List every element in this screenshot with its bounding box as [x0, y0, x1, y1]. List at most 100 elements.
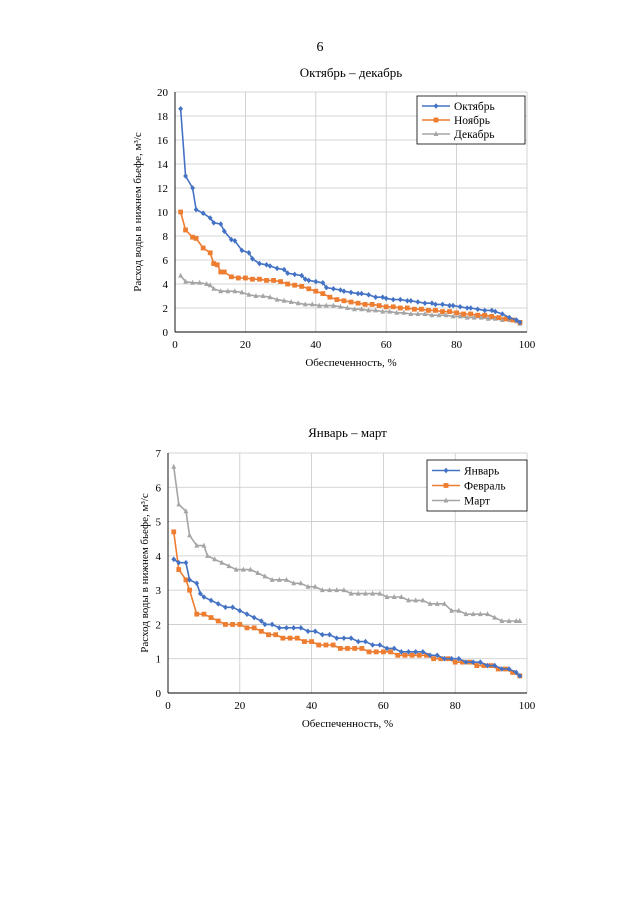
data-point	[433, 301, 438, 308]
data-point	[200, 210, 206, 216]
x-tick-label: 80	[451, 339, 463, 351]
data-point	[348, 299, 354, 305]
data-point	[305, 583, 311, 589]
data-point	[211, 285, 217, 291]
chart-title: Октябрь – декабрь	[300, 65, 402, 80]
data-point	[492, 308, 498, 315]
y-tick-label: 6	[163, 255, 169, 267]
data-point	[190, 234, 195, 240]
data-point	[370, 642, 376, 648]
data-point	[507, 314, 512, 321]
legend-marker	[443, 483, 449, 488]
data-point	[316, 642, 322, 648]
data-point	[194, 580, 200, 587]
data-point	[363, 590, 368, 596]
data-point	[313, 288, 319, 294]
data-point	[514, 317, 519, 323]
data-point	[323, 642, 329, 648]
y-axis-label: Расход воды в нижнем бьефе, м³/с	[132, 132, 144, 292]
data-point	[278, 279, 283, 284]
legend: Январь Февраль Март	[426, 459, 528, 512]
data-point	[377, 590, 383, 596]
data-point	[230, 622, 236, 627]
x-tick-label: 0	[172, 339, 178, 351]
data-point	[447, 309, 452, 314]
data-point	[420, 597, 426, 603]
x-tick-label: 60	[378, 700, 390, 712]
data-point	[276, 576, 282, 582]
series-2	[171, 529, 523, 679]
data-point	[510, 670, 516, 675]
data-point	[207, 250, 213, 256]
data-point	[281, 266, 287, 273]
x-tick-label: 100	[519, 700, 536, 712]
data-point	[291, 625, 297, 631]
data-point	[267, 263, 273, 269]
data-point	[211, 220, 217, 226]
data-point	[331, 302, 336, 308]
data-point	[429, 312, 435, 318]
data-point	[341, 635, 347, 641]
data-point	[251, 625, 257, 631]
data-point	[205, 552, 210, 558]
data-point	[413, 649, 419, 655]
data-point	[341, 298, 347, 304]
data-point	[208, 597, 214, 604]
data-point	[204, 281, 210, 286]
data-point	[193, 236, 199, 241]
data-point	[190, 185, 195, 191]
data-point	[388, 649, 393, 655]
data-point	[319, 631, 325, 638]
data-point	[316, 302, 322, 308]
data-point	[464, 305, 470, 311]
data-point	[380, 294, 386, 300]
data-point	[359, 646, 365, 651]
data-point	[470, 611, 476, 617]
data-point	[454, 310, 459, 316]
series-line	[173, 558, 521, 677]
data-point	[456, 655, 462, 662]
data-point	[429, 300, 435, 306]
data-point	[355, 590, 361, 596]
data-point	[327, 587, 332, 593]
data-point	[171, 463, 177, 469]
data-point	[468, 305, 474, 311]
data-point	[370, 590, 376, 596]
data-point	[359, 306, 364, 312]
data-point	[363, 638, 368, 645]
x-tick-label: 100	[519, 339, 536, 351]
data-point	[420, 649, 426, 655]
data-point	[495, 666, 501, 672]
data-point	[281, 297, 287, 303]
data-point	[366, 649, 372, 655]
y-tick-label: 6	[156, 482, 162, 494]
data-point	[176, 501, 182, 507]
data-point	[251, 614, 257, 621]
data-point	[266, 632, 271, 638]
y-tick-label: 18	[157, 111, 169, 123]
y-tick-label: 0	[156, 688, 162, 700]
data-point	[474, 663, 480, 668]
data-point	[352, 306, 357, 312]
data-point	[401, 309, 407, 315]
data-point	[503, 316, 509, 322]
data-point	[341, 288, 347, 294]
data-point	[284, 625, 289, 631]
legend: Октябрь Ноябрь Декабрь	[416, 95, 526, 145]
data-point	[187, 532, 192, 538]
data-point	[284, 576, 289, 582]
data-point	[258, 628, 264, 634]
data-point	[517, 618, 523, 623]
data-point	[482, 307, 488, 314]
legend-marker	[433, 103, 439, 109]
data-point	[178, 209, 184, 215]
data-point	[187, 587, 192, 593]
data-point	[419, 306, 424, 312]
data-point	[355, 290, 361, 297]
data-point	[183, 577, 189, 583]
data-point	[257, 260, 262, 267]
data-point	[302, 301, 308, 307]
series-2	[178, 209, 523, 325]
series-3	[171, 463, 523, 623]
data-point	[218, 269, 224, 275]
